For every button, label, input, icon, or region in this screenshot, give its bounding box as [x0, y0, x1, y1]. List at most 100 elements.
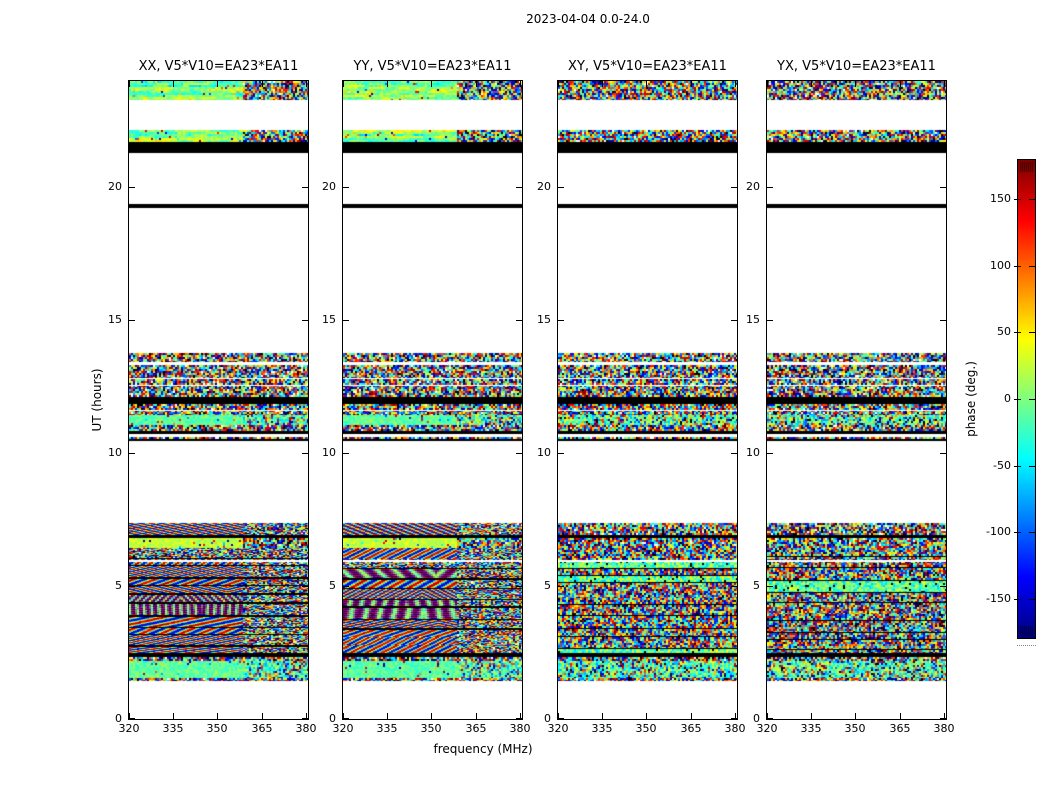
- colorbar-tick: [1014, 332, 1021, 333]
- x-tick: [343, 713, 344, 719]
- y-tick-label: 5: [329, 579, 336, 592]
- x-tick-label: 335: [591, 722, 613, 735]
- x-tick-label: 335: [800, 722, 822, 735]
- x-tick: [217, 81, 218, 87]
- x-tick-label: 365: [465, 722, 487, 735]
- x-tick-label: 380: [509, 722, 531, 735]
- y-tick-label: 5: [753, 579, 760, 592]
- y-tick-label: 15: [537, 313, 551, 326]
- colorbar-tick-label: 0: [1004, 392, 1011, 405]
- y-tick-label: 10: [108, 446, 122, 459]
- panel-xy: [557, 80, 738, 720]
- y-tick-label: 15: [322, 313, 336, 326]
- y-tick: [343, 718, 349, 719]
- figure-title: 2023-04-04 0.0-24.0: [526, 12, 650, 26]
- heatmap-xx: [129, 81, 308, 719]
- y-tick: [940, 187, 946, 188]
- y-tick: [767, 586, 773, 587]
- y-tick: [767, 453, 773, 454]
- x-tick: [691, 81, 692, 87]
- x-tick: [602, 713, 603, 719]
- y-tick: [558, 718, 564, 719]
- x-tick: [855, 81, 856, 87]
- x-tick-label: 350: [420, 722, 442, 735]
- x-tick: [129, 713, 130, 719]
- x-tick: [900, 81, 901, 87]
- x-tick: [262, 713, 263, 719]
- y-tick-label: 15: [746, 313, 760, 326]
- x-tick: [855, 713, 856, 719]
- y-tick-label: 0: [329, 712, 336, 725]
- y-tick: [129, 718, 135, 719]
- y-tick: [558, 453, 564, 454]
- x-tick-label: 380: [295, 722, 317, 735]
- y-tick: [129, 453, 135, 454]
- colorbar-tick: [1029, 399, 1035, 400]
- x-tick: [691, 713, 692, 719]
- x-tick: [343, 81, 344, 87]
- y-tick: [731, 320, 737, 321]
- x-tick: [520, 81, 521, 87]
- x-tick: [173, 713, 174, 719]
- x-tick: [306, 81, 307, 87]
- y-tick: [731, 453, 737, 454]
- x-tick-label: 350: [635, 722, 657, 735]
- x-tick-label: 320: [332, 722, 354, 735]
- x-tick: [602, 81, 603, 87]
- heatmap-xy: [558, 81, 737, 719]
- y-tick: [731, 187, 737, 188]
- y-tick: [343, 586, 349, 587]
- y-tick-label: 20: [108, 180, 122, 193]
- y-tick: [940, 320, 946, 321]
- x-tick: [387, 81, 388, 87]
- colorbar-tick-label: 150: [990, 192, 1011, 205]
- x-tick: [767, 713, 768, 719]
- y-tick: [343, 187, 349, 188]
- y-tick-label: 0: [544, 712, 551, 725]
- y-tick: [940, 453, 946, 454]
- panel-title-xy: XY, V5*V10=EA23*EA11: [568, 59, 727, 74]
- y-tick: [343, 453, 349, 454]
- heatmap-yx: [767, 81, 946, 719]
- panel-title-yy: YY, V5*V10=EA23*EA11: [353, 59, 512, 74]
- y-tick: [129, 187, 135, 188]
- x-tick: [217, 713, 218, 719]
- colorbar-tick: [1014, 466, 1021, 467]
- x-tick-label: 365: [889, 722, 911, 735]
- y-tick: [767, 718, 773, 719]
- x-tick-label: 350: [206, 722, 228, 735]
- colorbar-tick: [1029, 466, 1035, 467]
- x-tick-label: 320: [118, 722, 140, 735]
- y-tick-label: 10: [322, 446, 336, 459]
- colorbar-tick: [1014, 266, 1021, 267]
- x-tick: [387, 713, 388, 719]
- y-tick: [302, 453, 308, 454]
- y-tick: [558, 586, 564, 587]
- panel-yy: [342, 80, 523, 720]
- x-tick-label: 350: [844, 722, 866, 735]
- y-tick-label: 10: [537, 446, 551, 459]
- y-tick: [940, 586, 946, 587]
- colorbar-tick-label: 50: [997, 325, 1011, 338]
- panel-title-yx: YX, V5*V10=EA23*EA11: [777, 59, 936, 74]
- x-tick: [811, 713, 812, 719]
- x-tick: [900, 713, 901, 719]
- x-tick: [735, 81, 736, 87]
- y-tick: [516, 320, 522, 321]
- x-tick: [306, 713, 307, 719]
- y-tick: [731, 718, 737, 719]
- colorbar-gradient: [1018, 160, 1035, 638]
- y-tick: [731, 586, 737, 587]
- y-tick: [558, 187, 564, 188]
- colorbar-tick: [1014, 532, 1021, 533]
- y-tick: [343, 320, 349, 321]
- colorbar-tick: [1029, 266, 1035, 267]
- x-tick-label: 320: [547, 722, 569, 735]
- panel-xx: [128, 80, 309, 720]
- colorbar-tick: [1029, 332, 1035, 333]
- y-tick: [516, 718, 522, 719]
- x-tick-label: 380: [933, 722, 955, 735]
- y-tick-label: 20: [537, 180, 551, 193]
- y-tick: [516, 453, 522, 454]
- x-tick: [476, 713, 477, 719]
